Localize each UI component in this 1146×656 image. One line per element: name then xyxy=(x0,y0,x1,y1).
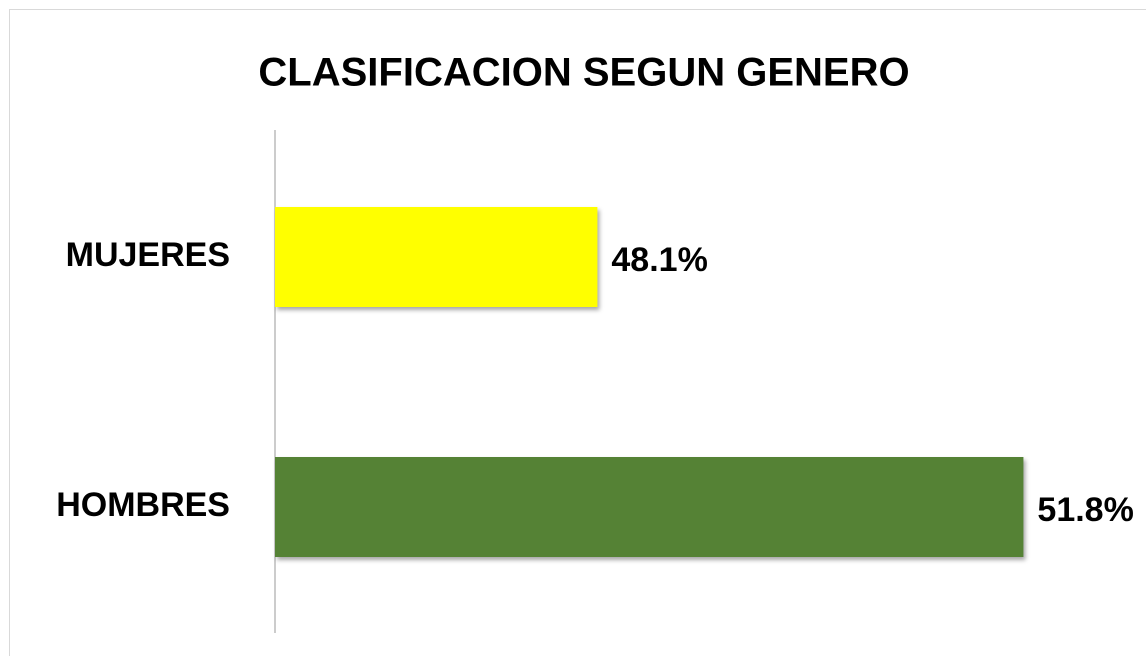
chart-border xyxy=(9,9,1146,656)
chart-title: CLASIFICACION SEGUN GENERO xyxy=(258,51,909,95)
data-label: 48.1% xyxy=(611,241,707,279)
bar xyxy=(275,207,598,307)
bar xyxy=(275,457,1024,557)
data-label: 51.8% xyxy=(1037,491,1133,529)
y-tick-label: MUJERES xyxy=(66,236,230,274)
y-tick-label: HOMBRES xyxy=(56,486,230,524)
